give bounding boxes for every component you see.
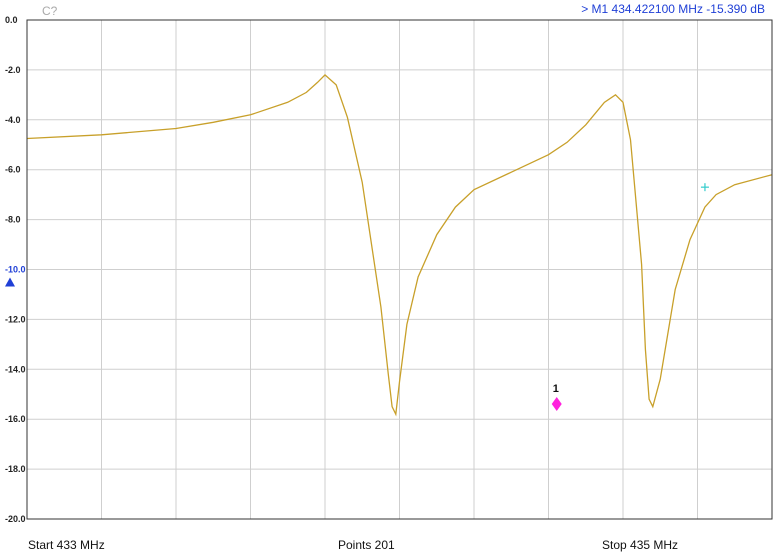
- series-line-trace: [26, 74, 773, 417]
- stop-frequency-label: Stop 435 MHz: [602, 538, 678, 552]
- y-tick-label: -4.0: [5, 115, 21, 125]
- y-tick-label: -2.0: [5, 65, 21, 75]
- y-tick-label: -20.0: [5, 514, 26, 524]
- trace-name-label: C?: [42, 4, 58, 18]
- markers: 1: [551, 383, 562, 411]
- y-tick-label: -8.0: [5, 215, 21, 225]
- y-tick-labels: 0.0 -2.0 -4.0 -6.0 -8.0 -10.0 -12.0 -14.0 -16.0 -…: [5, 15, 26, 524]
- y-tick-label: -16.0: [5, 414, 26, 424]
- start-frequency-label: Start 433 MHz: [28, 538, 105, 552]
- y-tick-label: -14.0: [5, 364, 26, 374]
- plot-frame: [26, 19, 773, 520]
- reference-level-marker: [5, 277, 15, 287]
- chart-grid: [27, 20, 772, 519]
- y-tick-label: -10.0: [5, 265, 26, 275]
- y-tick-label: -18.0: [5, 464, 26, 474]
- marker-number-label: 1: [553, 383, 559, 395]
- y-tick-label: -6.0: [5, 165, 21, 175]
- secondary-marker: [700, 183, 709, 192]
- points-label: Points 201: [338, 538, 395, 552]
- marker-diamond: [551, 396, 562, 411]
- reference-triangle-icon: [5, 277, 15, 287]
- y-tick-label: 0.0: [5, 15, 18, 25]
- y-tick-label: -12.0: [5, 314, 26, 324]
- marker-readout: > M1 434.422100 MHz -15.390 dB: [581, 2, 765, 16]
